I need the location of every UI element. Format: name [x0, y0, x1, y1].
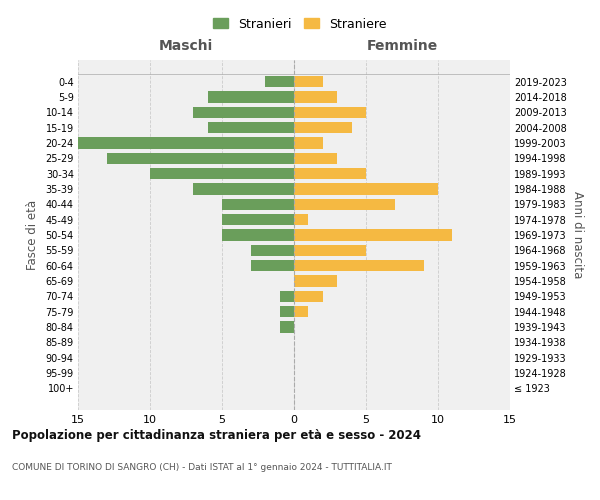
Bar	[78, 137, 294, 148]
Bar	[294, 260, 424, 272]
Bar	[280, 322, 294, 333]
Bar	[294, 244, 366, 256]
Legend: Stranieri, Straniere: Stranieri, Straniere	[207, 11, 393, 37]
Bar	[294, 91, 337, 102]
Bar	[294, 229, 452, 241]
Text: Popolazione per cittadinanza straniera per età e sesso - 2024: Popolazione per cittadinanza straniera p…	[12, 430, 421, 442]
Bar	[294, 137, 323, 148]
Bar	[150, 168, 294, 179]
Bar	[251, 244, 294, 256]
Bar	[294, 106, 366, 118]
Bar	[294, 306, 308, 318]
Y-axis label: Anni di nascita: Anni di nascita	[571, 192, 584, 278]
Bar	[193, 106, 294, 118]
Bar	[294, 183, 438, 194]
Text: Femmine: Femmine	[367, 39, 437, 53]
Bar	[193, 183, 294, 194]
Bar	[222, 198, 294, 210]
Y-axis label: Fasce di età: Fasce di età	[26, 200, 38, 270]
Bar	[222, 214, 294, 226]
Bar	[294, 214, 308, 226]
Bar	[208, 122, 294, 134]
Bar	[294, 122, 352, 134]
Bar	[294, 276, 337, 287]
Bar	[107, 152, 294, 164]
Bar	[265, 76, 294, 88]
Bar	[294, 198, 395, 210]
Bar	[208, 91, 294, 102]
Bar	[280, 306, 294, 318]
Bar	[280, 290, 294, 302]
Text: Maschi: Maschi	[159, 39, 213, 53]
Text: COMUNE DI TORINO DI SANGRO (CH) - Dati ISTAT al 1° gennaio 2024 - TUTTITALIA.IT: COMUNE DI TORINO DI SANGRO (CH) - Dati I…	[12, 464, 392, 472]
Bar	[294, 290, 323, 302]
Bar	[294, 76, 323, 88]
Bar	[294, 152, 337, 164]
Bar	[294, 168, 366, 179]
Bar	[222, 229, 294, 241]
Bar	[251, 260, 294, 272]
